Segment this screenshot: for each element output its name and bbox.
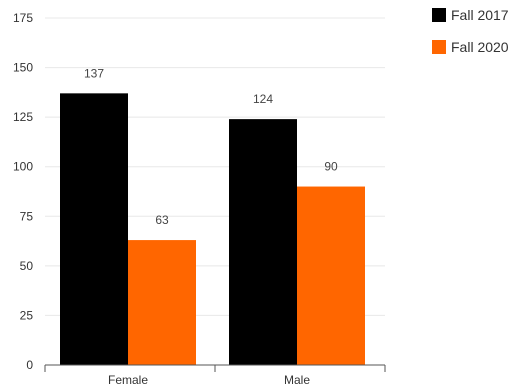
bar-fall-2020-male[interactable] — [297, 186, 365, 365]
legend-swatch — [432, 8, 446, 22]
data-label: 90 — [324, 160, 338, 174]
bar-fall-2017-male[interactable] — [229, 119, 297, 365]
legend-label: Fall 2020 — [451, 39, 509, 55]
legend-label: Fall 2017 — [451, 7, 509, 23]
x-tick-label: Female — [108, 373, 148, 387]
y-tick-label: 150 — [13, 61, 33, 75]
x-axis: Female Male — [44, 364, 386, 387]
legend-item-fall-2020[interactable]: Fall 2020 — [432, 39, 509, 55]
y-tick-label: 175 — [13, 11, 33, 25]
x-tick-label: Male — [284, 373, 310, 387]
y-tick-label: 50 — [20, 259, 34, 273]
data-label: 63 — [155, 213, 169, 227]
data-label: 137 — [84, 66, 104, 80]
bar-fall-2017-female[interactable] — [60, 93, 128, 365]
legend-swatch — [432, 40, 446, 54]
legend-item-fall-2017[interactable]: Fall 2017 — [432, 7, 509, 23]
y-axis-tick-labels: 0 25 50 75 100 125 150 175 — [13, 11, 33, 372]
bar-fall-2020-female[interactable] — [128, 240, 196, 365]
y-tick-label: 100 — [13, 160, 33, 174]
y-tick-label: 125 — [13, 110, 33, 124]
data-label: 124 — [253, 92, 273, 106]
data-labels: 137 63 124 90 — [84, 66, 338, 227]
y-tick-label: 0 — [26, 358, 33, 372]
bars — [60, 93, 365, 365]
legend[interactable]: Fall 2017 Fall 2020 — [432, 7, 509, 55]
y-tick-label: 25 — [20, 308, 34, 322]
y-tick-label: 75 — [20, 209, 34, 223]
